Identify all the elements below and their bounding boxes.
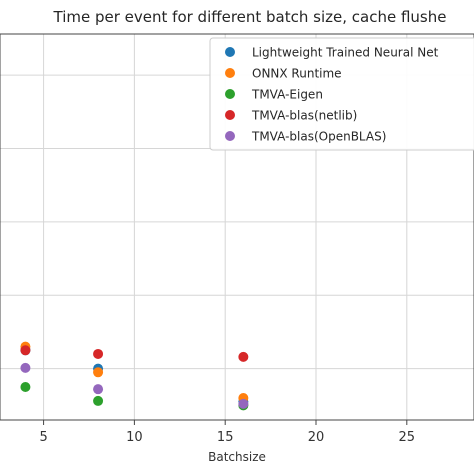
data-point-series-1 bbox=[93, 367, 104, 378]
data-point-series-2 bbox=[20, 381, 31, 392]
legend-marker bbox=[225, 47, 235, 57]
data-point-series-3 bbox=[20, 345, 31, 356]
x-tick-label: 20 bbox=[308, 430, 325, 445]
legend-entry-label: Lightweight Trained Neural Net bbox=[252, 46, 439, 60]
legend-entry-label: TMVA-blas(OpenBLAS) bbox=[251, 130, 386, 144]
data-point-series-4 bbox=[93, 384, 104, 395]
chart-title: Time per event for different batch size,… bbox=[53, 8, 447, 26]
x-tick-label: 15 bbox=[217, 430, 234, 445]
data-point-series-4 bbox=[20, 362, 31, 373]
data-point-series-3 bbox=[238, 351, 249, 362]
legend-marker bbox=[225, 131, 235, 141]
legend-entry-label: TMVA-blas(netlib) bbox=[251, 109, 357, 123]
data-point-series-3 bbox=[93, 348, 104, 359]
legend-entry-label: ONNX Runtime bbox=[252, 67, 342, 81]
data-point-series-2 bbox=[93, 395, 104, 406]
data-points bbox=[20, 341, 249, 411]
legend-box bbox=[209, 37, 474, 151]
plot-area-frame bbox=[0, 33, 474, 421]
data-point-series-4 bbox=[238, 398, 249, 409]
legend-marker bbox=[225, 89, 235, 99]
x-tick-label: 5 bbox=[39, 430, 47, 445]
legend-entry-label: TMVA-Eigen bbox=[251, 88, 323, 102]
legend-marker bbox=[225, 110, 235, 120]
x-tick-label: 25 bbox=[399, 430, 416, 445]
legend-marker bbox=[225, 68, 235, 78]
x-axis-label: Batchsize bbox=[208, 450, 266, 464]
x-tick-label: 10 bbox=[126, 430, 143, 445]
legend: Lightweight Trained Neural Net ONNX Runti… bbox=[209, 37, 474, 151]
x-axis-ticks: 5 10 15 20 25 bbox=[39, 420, 415, 445]
